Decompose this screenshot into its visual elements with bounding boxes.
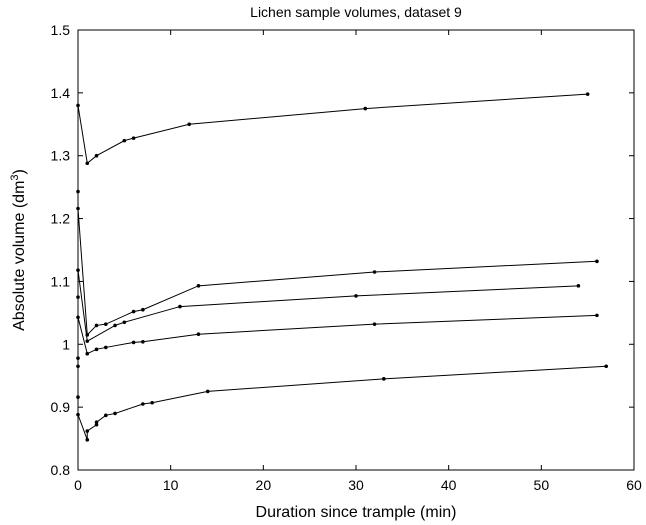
series-5 — [76, 356, 608, 442]
series-4-point-9 — [595, 313, 599, 318]
series-1 — [76, 92, 590, 166]
series-2-point-9 — [595, 259, 599, 264]
series-1-point-5 — [187, 122, 191, 127]
y-tick-label-4: 1.2 — [51, 211, 71, 227]
series-1-point-6 — [363, 106, 368, 111]
series-2-point-7 — [196, 284, 201, 288]
series-5-point-5 — [85, 429, 90, 433]
series-1-point-3 — [122, 138, 127, 143]
series-5-point-0 — [76, 356, 80, 360]
series-1-point-7 — [585, 92, 590, 96]
series-4-line — [77, 297, 597, 355]
series-1-point-1 — [85, 161, 90, 166]
series-3-point-1 — [85, 339, 90, 343]
series-4-point-5 — [131, 340, 136, 345]
series-4-point-8 — [372, 322, 377, 326]
x-axis-label: Duration since trample (min) — [256, 504, 457, 521]
series-3-point-5 — [354, 294, 358, 298]
series-2-point-5 — [131, 309, 136, 314]
series-3-point-0 — [76, 268, 80, 272]
x-tick-label-3: 30 — [348, 477, 364, 493]
series-2-point-6 — [141, 307, 145, 312]
x-tick-label-0: 0 — [74, 477, 82, 493]
series-1-point-2 — [94, 153, 99, 158]
series-5-point-4 — [85, 438, 90, 442]
series-3-point-6 — [576, 284, 581, 288]
x-axis-ticks: 0 10 20 30 40 50 60 — [74, 30, 642, 493]
series-2 — [76, 189, 599, 337]
series-1-point-0 — [76, 103, 80, 108]
y-tick-label-0: 0.8 — [51, 462, 71, 478]
x-tick-label-2: 20 — [256, 477, 272, 493]
series-5-point-6 — [94, 422, 99, 427]
series-5-point-10 — [141, 402, 145, 406]
series-4-point-4 — [104, 345, 108, 350]
series-3-point-2 — [113, 323, 117, 328]
series-4-point-3 — [94, 347, 99, 352]
series-1-point-4 — [131, 136, 136, 140]
series-3-point-3 — [122, 320, 127, 325]
series-5-point-3 — [76, 412, 80, 417]
x-tick-label-5: 50 — [534, 477, 550, 493]
y-axis-label-close: ) — [11, 169, 28, 174]
series-2-point-4 — [104, 322, 108, 326]
series-5-line — [77, 358, 607, 441]
y-tick-label-2: 1 — [62, 336, 70, 352]
y-axis-ticks: 0.8 0.9 1 1.1 1.2 1.3 1.4 1.5 — [51, 22, 634, 478]
y-tick-label-5: 1.3 — [51, 148, 71, 164]
series-5-point-12 — [205, 389, 210, 394]
series-layer — [76, 92, 608, 442]
series-2-point-3 — [94, 323, 99, 328]
series-2-line — [77, 191, 597, 336]
series-2-point-0 — [76, 189, 80, 194]
series-5-point-8 — [104, 413, 108, 418]
y-tick-label-7: 1.5 — [51, 22, 71, 38]
plot-frame — [77, 29, 635, 471]
y-axis-label-main: Absolute volume (dm — [11, 181, 28, 331]
x-tick-label-1: 10 — [163, 477, 179, 493]
y-axis-label: Absolute volume (dm3) — [9, 169, 28, 331]
series-5-point-9 — [113, 411, 117, 416]
series-4-point-7 — [196, 332, 201, 337]
y-tick-label-6: 1.4 — [51, 85, 71, 101]
series-5-point-14 — [604, 364, 608, 369]
series-5-point-7 — [94, 420, 99, 425]
series-5-point-11 — [150, 400, 154, 405]
y-tick-label-1: 0.9 — [51, 399, 71, 415]
series-5-point-1 — [76, 364, 80, 369]
series-3 — [76, 268, 581, 343]
chart-title: Lichen sample volumes, dataset 9 — [250, 4, 462, 20]
y-tick-label-3: 1.1 — [51, 273, 71, 289]
series-4 — [76, 295, 599, 356]
series-2-point-8 — [372, 270, 377, 274]
series-3-point-4 — [178, 304, 182, 309]
series-4-point-2 — [85, 351, 90, 356]
y-axis-label-superscript: 3 — [9, 174, 21, 180]
series-4-point-0 — [76, 295, 80, 299]
series-2-point-1 — [76, 206, 80, 211]
x-tick-label-4: 40 — [441, 477, 457, 493]
series-1-line — [77, 93, 588, 165]
x-tick-label-6: 60 — [626, 477, 642, 493]
series-5-point-2 — [76, 395, 80, 399]
series-4-point-1 — [76, 315, 80, 320]
series-4-point-6 — [141, 339, 145, 344]
series-5-point-13 — [382, 377, 386, 381]
